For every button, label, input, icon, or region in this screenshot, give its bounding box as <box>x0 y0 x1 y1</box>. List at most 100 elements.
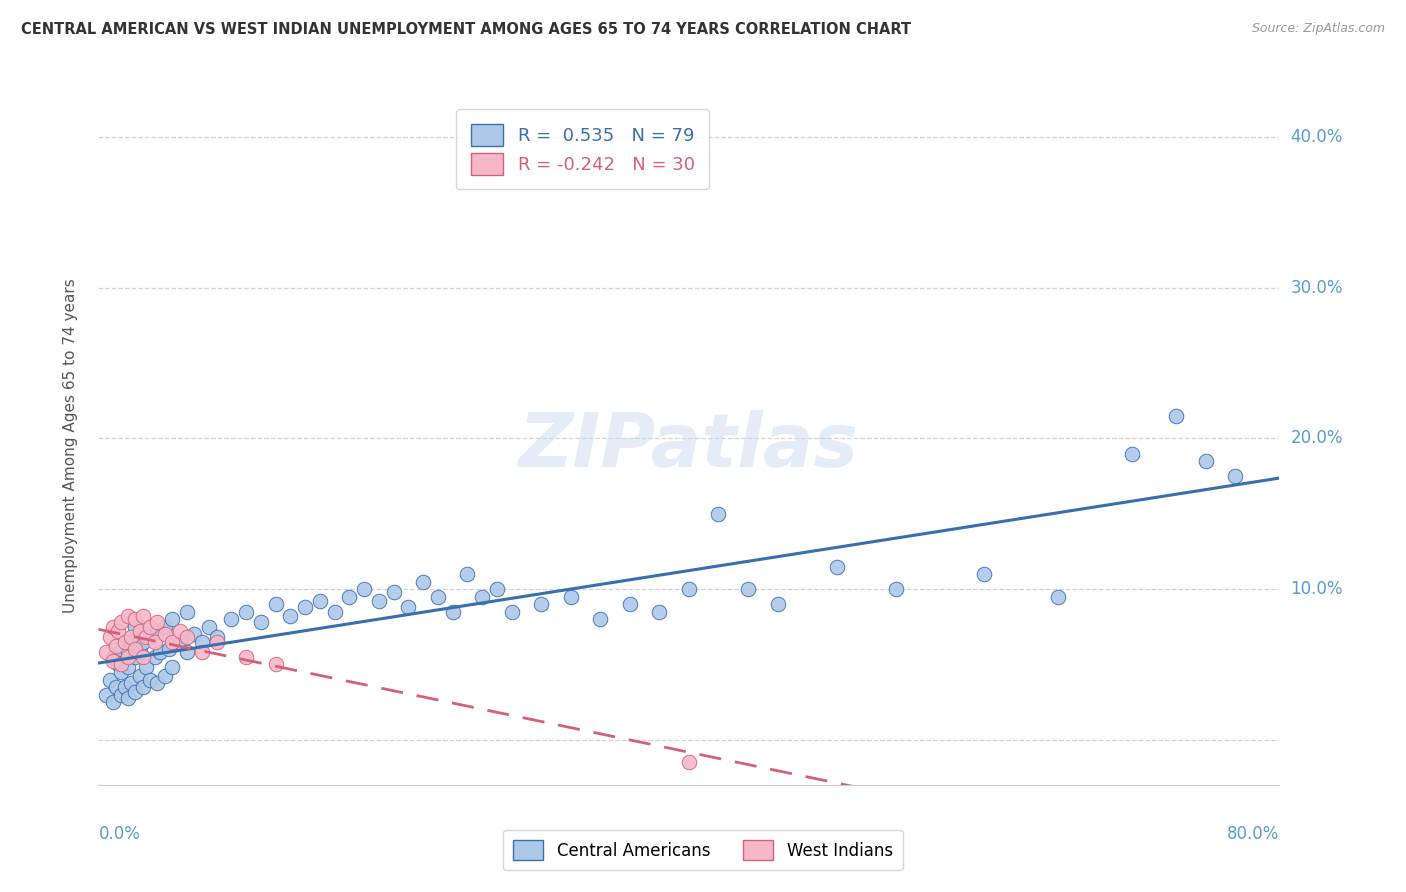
Point <box>264 657 287 672</box>
Point <box>124 642 146 657</box>
Point <box>1223 469 1246 483</box>
Point <box>128 669 150 683</box>
Point <box>250 615 273 630</box>
Point <box>825 559 848 574</box>
Point <box>169 635 191 649</box>
Text: CENTRAL AMERICAN VS WEST INDIAN UNEMPLOYMENT AMONG AGES 65 TO 74 YEARS CORRELATI: CENTRAL AMERICAN VS WEST INDIAN UNEMPLOY… <box>21 22 911 37</box>
Point <box>471 590 494 604</box>
Point <box>132 609 155 624</box>
Point <box>162 635 183 649</box>
Point <box>530 597 553 611</box>
Point <box>110 615 132 630</box>
Point <box>120 635 142 649</box>
Text: 30.0%: 30.0% <box>1291 279 1343 297</box>
Point <box>205 630 228 644</box>
Point <box>153 627 176 641</box>
Point <box>1121 446 1143 460</box>
Point <box>132 635 155 649</box>
Point <box>139 673 162 687</box>
Point <box>183 627 205 641</box>
Point <box>412 574 434 589</box>
Point <box>124 649 146 664</box>
Point <box>198 620 221 634</box>
Point <box>105 680 128 694</box>
Point <box>143 649 166 664</box>
Point <box>146 615 169 630</box>
Point <box>117 649 139 664</box>
Point <box>94 645 117 659</box>
Point <box>103 655 125 669</box>
Point <box>117 690 139 705</box>
Point <box>294 600 316 615</box>
Point <box>162 612 183 626</box>
Point <box>1164 409 1187 423</box>
Point <box>1195 454 1218 468</box>
Point <box>132 649 155 664</box>
Point <box>353 582 375 596</box>
Point <box>707 507 730 521</box>
Point <box>107 657 129 672</box>
Point <box>146 675 169 690</box>
Point <box>98 673 121 687</box>
Point <box>219 612 242 626</box>
Point <box>135 630 157 644</box>
Point <box>191 645 214 659</box>
Point <box>124 684 146 698</box>
Legend: Central Americans, West Indians: Central Americans, West Indians <box>503 830 903 871</box>
Point <box>110 657 132 672</box>
Point <box>135 627 157 641</box>
Point <box>884 582 907 596</box>
Point <box>169 624 191 639</box>
Point <box>103 695 125 709</box>
Point <box>162 660 183 674</box>
Point <box>114 635 136 649</box>
Point <box>323 605 346 619</box>
Point <box>157 642 180 657</box>
Point <box>1046 590 1069 604</box>
Legend: R =  0.535   N = 79, R = -0.242   N = 30: R = 0.535 N = 79, R = -0.242 N = 30 <box>456 110 709 189</box>
Text: 0.0%: 0.0% <box>98 825 141 843</box>
Point <box>139 630 162 644</box>
Point <box>120 630 142 644</box>
Point <box>110 688 132 702</box>
Point <box>176 605 198 619</box>
Point <box>191 635 214 649</box>
Point <box>110 665 132 679</box>
Point <box>441 605 464 619</box>
Point <box>124 620 146 634</box>
Point <box>456 567 478 582</box>
Point <box>396 600 419 615</box>
Point <box>153 669 176 683</box>
Point <box>117 645 139 659</box>
Point <box>309 594 332 608</box>
Point <box>382 585 405 599</box>
Point <box>117 660 139 674</box>
Point <box>337 590 360 604</box>
Point <box>117 609 139 624</box>
Point <box>128 645 150 659</box>
Point <box>368 594 391 608</box>
Text: 10.0%: 10.0% <box>1291 580 1343 599</box>
Point <box>146 624 169 639</box>
Point <box>501 605 523 619</box>
Point <box>149 645 172 659</box>
Text: 40.0%: 40.0% <box>1291 128 1343 146</box>
Point <box>132 680 155 694</box>
Y-axis label: Unemployment Among Ages 65 to 74 years: Unemployment Among Ages 65 to 74 years <box>63 278 77 614</box>
Point <box>124 612 146 626</box>
Point <box>486 582 509 596</box>
Point <box>120 675 142 690</box>
Point <box>427 590 450 604</box>
Point <box>619 597 641 611</box>
Point <box>128 624 150 639</box>
Point <box>678 582 700 596</box>
Point <box>560 590 582 604</box>
Point <box>110 642 132 657</box>
Point <box>176 630 198 644</box>
Point <box>235 605 257 619</box>
Point <box>103 620 125 634</box>
Point <box>153 620 176 634</box>
Point <box>648 605 671 619</box>
Point <box>114 680 136 694</box>
Text: Source: ZipAtlas.com: Source: ZipAtlas.com <box>1251 22 1385 36</box>
